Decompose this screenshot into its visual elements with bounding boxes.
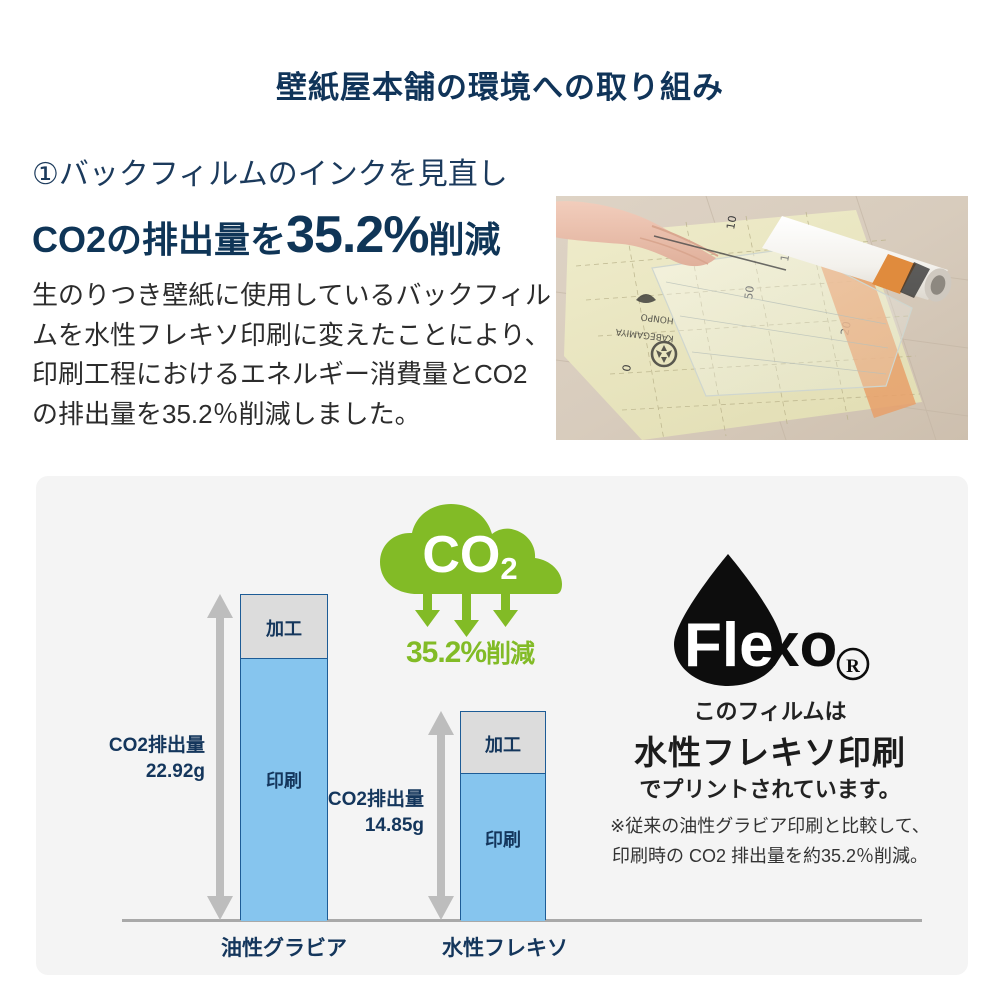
bar-oil-gravure: 加工 印刷: [240, 594, 328, 921]
headline-suffix: 削減: [428, 219, 501, 260]
measure-arrow-oil-gravure: [207, 594, 233, 920]
flexo-caption-line2: 水性フレキソ印刷: [634, 734, 906, 771]
reduction-value: 35.2%: [405, 636, 487, 669]
co2-reduction-label: 35.2%削減: [360, 634, 580, 670]
bar-segment-processing: 加工: [461, 712, 545, 774]
value-label-title: CO2排出量: [327, 789, 424, 810]
flexo-wordmark-dark: xo: [765, 611, 837, 680]
svg-text:HONPO: HONPO: [640, 311, 674, 325]
flexo-caption-line1: このフィルムは: [693, 699, 847, 724]
value-label-amount: 22.92g: [145, 760, 205, 782]
value-label-amount: 14.85g: [364, 814, 424, 836]
svg-text:10: 10: [724, 214, 739, 230]
category-label-water-flexo: 水性フレキソ: [442, 937, 568, 960]
bar-segment-processing: 加工: [241, 595, 327, 659]
bar-segment-printing: 印刷: [241, 659, 327, 921]
value-label-title: CO2排出量: [108, 735, 205, 756]
measure-arrow-water-flexo: [428, 711, 454, 920]
intro-lead: ①バックフィルムのインクを見直し: [32, 158, 508, 191]
value-label-oil-gravure: CO2排出量 22.92g: [60, 733, 205, 784]
registered-mark: R: [836, 647, 870, 681]
svg-text:R: R: [846, 656, 860, 677]
flexo-logo: Fle xo R: [650, 548, 880, 688]
segment-label-processing: 加工: [266, 619, 302, 639]
intro-body: 生のりつき壁紙に使用しているバックフィルムを水性フレキソ印刷に変えたことにより、…: [32, 280, 551, 429]
bar-water-flexo: 加工 印刷: [460, 711, 546, 921]
co2-cloud-graphic: CO2: [372, 498, 568, 648]
value-label-water-flexo: CO2排出量 14.85g: [282, 787, 424, 838]
bar-segment-printing: 印刷: [461, 774, 545, 921]
headline-value: 35.2%: [286, 206, 429, 264]
footnote-line1: ※従来の油性グラビア印刷と比較して、: [610, 816, 930, 836]
flexo-wordmark-light: Fle: [684, 611, 774, 680]
footnote-line2: 印刷時の CO2 排出量を約35.2％削減。: [611, 845, 929, 866]
flexo-caption-line3: でプリントされています。: [639, 777, 901, 802]
page-title: 壁紙屋本舗の環境への取り組み: [276, 70, 724, 105]
headline-prefix: CO2の排出量を: [32, 219, 287, 260]
flexo-footnote: ※従来の油性グラビア印刷と比較して、 印刷時の CO2 排出量を約35.2％削減…: [596, 812, 944, 871]
svg-text:0: 0: [620, 364, 634, 373]
intro-headline: CO2の排出量を35.2%削減: [32, 206, 572, 266]
category-label-oil-gravure: 油性グラビア: [221, 937, 347, 960]
wallpaper-film-photo: KABEGAMIYA HONPO 0 50 10 10 20: [556, 196, 968, 440]
segment-label-printing: 印刷: [266, 771, 302, 791]
segment-label-printing: 印刷: [485, 830, 521, 850]
segment-label-processing: 加工: [485, 735, 521, 755]
reduction-suffix: 削減: [486, 640, 535, 668]
